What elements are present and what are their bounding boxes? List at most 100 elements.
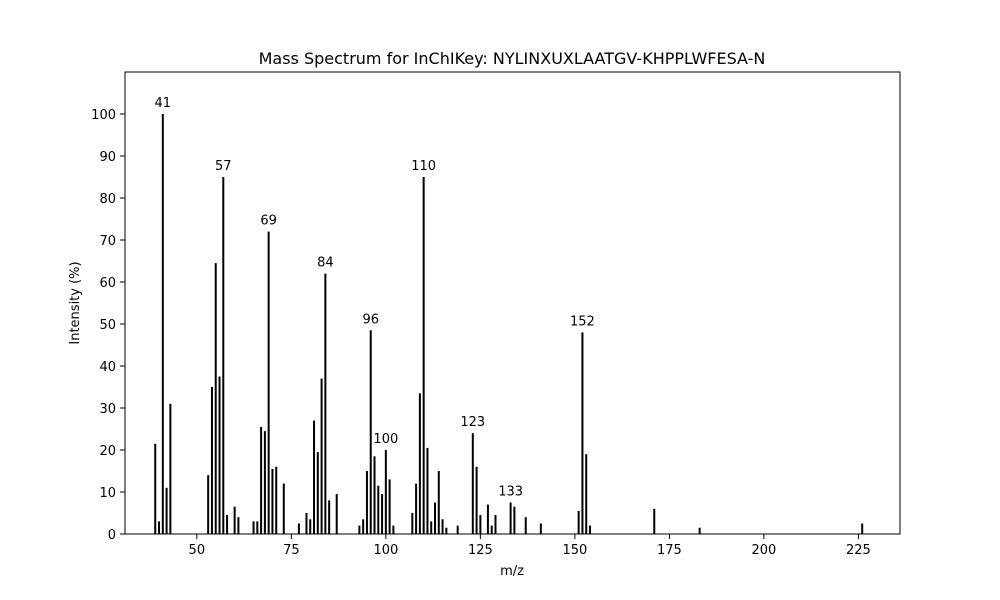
- spectrum-bar: [169, 403, 172, 534]
- x-tick-label: 175: [657, 543, 682, 558]
- x-tick-label: 50: [189, 543, 206, 558]
- peak-label: 41: [155, 96, 172, 111]
- y-tick-label: 0: [108, 528, 116, 543]
- spectrum-bar: [165, 487, 168, 534]
- spectrum-bar: [309, 519, 312, 534]
- spectrum-bar: [653, 508, 656, 534]
- spectrum-bar: [252, 521, 255, 534]
- y-tick-label: 70: [99, 234, 116, 249]
- spectrum-bar: [267, 231, 270, 534]
- peak-label: 110: [411, 159, 436, 174]
- spectrum-bar: [161, 114, 164, 534]
- spectrum-bar: [471, 433, 474, 534]
- x-tick-label: 150: [562, 543, 587, 558]
- y-tick-label: 100: [91, 108, 116, 123]
- spectrum-bar: [445, 527, 448, 534]
- spectrum-bar: [589, 525, 591, 534]
- spectrum-bar: [233, 506, 236, 534]
- peak-label: 69: [260, 214, 277, 229]
- spectrum-bar: [263, 431, 266, 534]
- spectrum-bar: [260, 426, 263, 534]
- spectrum-bar: [271, 468, 274, 534]
- spectrum-bar: [210, 387, 213, 534]
- spectrum-bar: [577, 510, 580, 534]
- spectrum-bar: [305, 513, 308, 534]
- spectrum-bar: [411, 513, 414, 534]
- peak-label: 84: [317, 256, 334, 271]
- spectrum-bar: [392, 525, 395, 534]
- spectrum-bar: [358, 525, 361, 534]
- spectrum-bar: [369, 330, 372, 534]
- spectrum-bar: [513, 506, 516, 534]
- spectrum-bar: [475, 466, 478, 534]
- spectrum-bar: [313, 420, 316, 534]
- spectrum-bar: [207, 475, 210, 534]
- spectrum-bar: [282, 483, 285, 534]
- spectrum-bar: [320, 378, 323, 534]
- x-tick-label: 100: [373, 543, 398, 558]
- spectrum-bar: [418, 393, 421, 534]
- spectrum-bar: [158, 521, 161, 534]
- spectrum-bar: [297, 523, 300, 534]
- spectrum-bar: [222, 177, 225, 534]
- x-axis: 50 75 100 125 150 175 200 225: [189, 534, 871, 558]
- spectrum-bar: [490, 525, 493, 534]
- x-tick-label: 125: [468, 543, 493, 558]
- spectrum-bar: [422, 177, 425, 534]
- spectrum-bar: [256, 521, 259, 534]
- plot-frame: [124, 71, 901, 535]
- peak-label: 100: [373, 432, 398, 447]
- peak-label: 152: [570, 314, 595, 329]
- y-tick-label: 90: [99, 150, 116, 165]
- spectrum-bar: [426, 447, 429, 534]
- spectrum-bar: [214, 263, 217, 534]
- spectrum-bar: [415, 483, 418, 534]
- spectrum-bar: [316, 452, 319, 534]
- peak-label: 96: [362, 312, 379, 327]
- spectrum-bar: [237, 517, 240, 534]
- spectrum-bar: [362, 519, 365, 534]
- spectrum-bar: [218, 376, 221, 534]
- spectrum-bar: [437, 471, 440, 534]
- spectrum-bar: [377, 485, 380, 534]
- spectrum-bar: [434, 502, 436, 534]
- spectrum-bar: [486, 504, 489, 534]
- spectrum-bar: [494, 515, 497, 534]
- spectrum-bar: [539, 523, 542, 534]
- x-tick-label: 200: [751, 543, 776, 558]
- chart-title: Mass Spectrum for InChIKey: NYLINXUXLAAT…: [259, 49, 766, 68]
- spectrum-bar: [456, 525, 459, 534]
- y-tick-label: 30: [99, 402, 116, 417]
- spectrum-bar: [226, 515, 229, 534]
- spectrum-bar: [430, 521, 433, 534]
- peak-label: 123: [460, 415, 485, 430]
- y-tick-label: 50: [99, 318, 116, 333]
- spectrum-bar: [275, 466, 278, 534]
- spectrum-bar: [328, 500, 331, 534]
- spectrum-bars: [154, 114, 864, 534]
- spectrum-bar: [441, 519, 444, 534]
- spectrum-bar: [388, 479, 391, 534]
- x-axis-label: m/z: [500, 564, 524, 579]
- spectrum-bar: [524, 517, 527, 534]
- spectrum-bar: [479, 515, 482, 534]
- spectrum-bar: [581, 332, 584, 534]
- spectrum-bar: [698, 527, 701, 534]
- spectrum-bar: [373, 456, 376, 534]
- y-tick-label: 10: [99, 486, 116, 501]
- y-axis: 0 10 20 30 40 50 60 70 80 90 100: [91, 108, 125, 543]
- y-axis-label: Intensity (%): [68, 261, 83, 344]
- spectrum-bar: [384, 450, 387, 534]
- spectrum-bar: [335, 494, 338, 534]
- spectrum-bar: [861, 523, 864, 534]
- spectrum-bar: [381, 494, 384, 534]
- x-tick-label: 225: [846, 543, 871, 558]
- spectrum-bar: [509, 502, 512, 534]
- spectrum-bar: [365, 471, 368, 534]
- y-tick-label: 60: [99, 276, 116, 291]
- y-tick-label: 40: [99, 360, 116, 375]
- peak-labels: 41 57 69 84 96 100 110 123 133 152: [155, 96, 595, 500]
- x-tick-label: 75: [283, 543, 300, 558]
- peak-label: 133: [498, 485, 523, 500]
- y-tick-label: 20: [99, 444, 116, 459]
